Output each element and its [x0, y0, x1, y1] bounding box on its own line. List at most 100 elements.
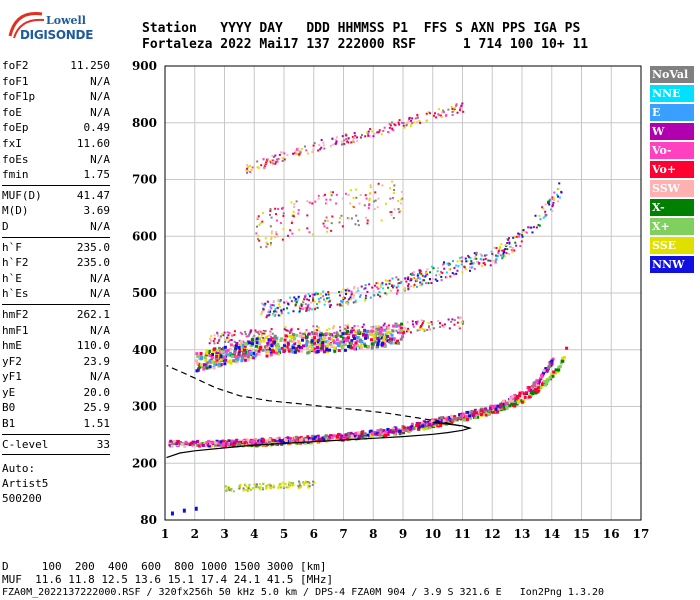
- echo-point: [387, 324, 390, 327]
- trace-point: [511, 395, 515, 399]
- echo-point: [456, 260, 459, 263]
- echo-point: [241, 356, 245, 360]
- trace-point: [298, 438, 302, 442]
- logo-swoosh-icon: [8, 11, 45, 39]
- trace-point: [487, 409, 491, 413]
- echo-point: [359, 294, 362, 297]
- param-value: N/A: [90, 370, 110, 384]
- param-name: B1: [2, 417, 16, 431]
- echo-point: [300, 338, 304, 342]
- echo-point: [387, 131, 390, 134]
- trace-point: [219, 440, 223, 444]
- echo-point: [286, 329, 289, 332]
- trace-point: [328, 436, 332, 440]
- echo-point: [353, 324, 356, 327]
- echo-point: [478, 262, 481, 265]
- echo-point: [346, 289, 349, 292]
- echo-point: [335, 136, 338, 139]
- echo-point: [293, 206, 296, 209]
- echo-point: [376, 286, 379, 289]
- echo-point: [493, 262, 496, 265]
- echo-point: [270, 236, 273, 239]
- es-point: [239, 483, 242, 486]
- trace-point: [539, 377, 543, 381]
- echo-point: [319, 296, 322, 299]
- trace-point: [198, 444, 202, 448]
- echo-point: [328, 304, 331, 307]
- echo-point: [451, 272, 454, 275]
- param-group-confidence: C-level 33: [2, 437, 110, 453]
- trace-point: [268, 438, 272, 442]
- echo-point: [501, 249, 504, 252]
- param-value: 3.69: [83, 204, 111, 218]
- x-tick-label: 17: [633, 527, 650, 541]
- es-point: [282, 481, 285, 484]
- echo-point: [341, 300, 344, 303]
- trace-point: [323, 435, 327, 439]
- echo-point: [375, 327, 379, 331]
- echo-point: [197, 362, 201, 366]
- echo-point: [290, 327, 293, 330]
- echo-point: [339, 326, 342, 329]
- echo-point: [336, 303, 339, 306]
- echo-point: [436, 279, 439, 282]
- echo-point: [501, 254, 504, 257]
- echo-point: [250, 338, 254, 342]
- echo-point: [412, 325, 415, 328]
- echo-point: [372, 330, 375, 333]
- echo-point: [451, 110, 454, 113]
- trace-point: [428, 420, 432, 424]
- trace-point: [211, 441, 215, 445]
- echo-point: [426, 273, 429, 276]
- echo-point: [416, 320, 419, 323]
- echo-point: [340, 290, 343, 293]
- echo-point: [406, 321, 409, 324]
- echo-point: [319, 348, 323, 352]
- echo-point: [313, 293, 316, 296]
- es-point: [242, 487, 245, 490]
- trace-point: [532, 381, 536, 385]
- echo-point: [375, 345, 379, 349]
- echo-point: [292, 215, 295, 218]
- echo-point: [308, 344, 312, 348]
- trace-point: [501, 399, 505, 403]
- echo-point: [328, 305, 331, 308]
- echo-point: [435, 274, 438, 277]
- echo-point: [227, 337, 230, 340]
- echo-point: [364, 297, 367, 300]
- echo-point: [276, 158, 279, 161]
- echo-point: [220, 335, 223, 338]
- trace-point: [363, 436, 367, 440]
- es-point: [291, 482, 294, 485]
- param-row: B1 1.51: [2, 416, 110, 432]
- echo-point: [537, 223, 540, 226]
- trace-point: [373, 430, 377, 434]
- echo-point: [194, 359, 198, 363]
- echo-point: [343, 337, 347, 341]
- echo-point: [390, 289, 393, 292]
- echo-point: [352, 329, 355, 332]
- trace-point: [533, 391, 537, 395]
- echo-point: [333, 346, 337, 350]
- legend-item: SSW: [650, 180, 694, 197]
- echo-point: [470, 262, 473, 265]
- echo-point: [352, 336, 356, 340]
- trace-point: [349, 431, 353, 435]
- echo-point: [264, 350, 268, 354]
- trace-point: [487, 413, 491, 417]
- echo-point: [460, 104, 463, 107]
- echo-point: [428, 325, 431, 328]
- param-value: 20.0: [83, 385, 111, 399]
- echo-point: [213, 334, 216, 337]
- trace-point: [173, 440, 177, 444]
- legend-item: NoVal: [650, 66, 694, 83]
- echo-point: [252, 351, 256, 355]
- echo-point: [517, 232, 520, 235]
- echo-point: [269, 330, 272, 333]
- echo-point: [241, 332, 244, 335]
- echo-point: [522, 229, 525, 232]
- echo-point: [411, 117, 414, 120]
- echo-point: [397, 282, 400, 285]
- es-point: [255, 483, 258, 486]
- echo-point: [385, 325, 388, 328]
